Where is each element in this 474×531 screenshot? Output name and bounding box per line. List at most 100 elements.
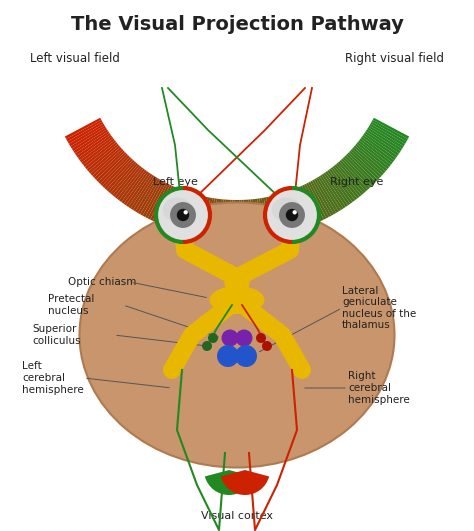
Polygon shape xyxy=(346,153,376,184)
Polygon shape xyxy=(356,142,389,169)
Polygon shape xyxy=(215,199,221,239)
Polygon shape xyxy=(201,198,210,237)
Polygon shape xyxy=(145,182,166,218)
Polygon shape xyxy=(155,186,174,223)
Polygon shape xyxy=(292,189,309,227)
Polygon shape xyxy=(136,177,158,213)
Polygon shape xyxy=(126,173,151,207)
Polygon shape xyxy=(92,149,123,178)
Polygon shape xyxy=(218,199,224,239)
Polygon shape xyxy=(281,193,295,232)
Polygon shape xyxy=(277,194,290,234)
Polygon shape xyxy=(250,199,256,239)
Polygon shape xyxy=(362,135,396,160)
Polygon shape xyxy=(87,144,119,172)
Polygon shape xyxy=(366,130,401,153)
Polygon shape xyxy=(228,200,233,240)
Polygon shape xyxy=(153,185,172,222)
Text: The Visual Projection Pathway: The Visual Projection Pathway xyxy=(71,15,403,34)
Polygon shape xyxy=(298,186,316,224)
Polygon shape xyxy=(361,136,394,162)
Polygon shape xyxy=(279,194,292,233)
Circle shape xyxy=(236,330,253,347)
Polygon shape xyxy=(294,189,311,226)
Polygon shape xyxy=(304,184,324,221)
Polygon shape xyxy=(268,196,279,236)
Polygon shape xyxy=(66,119,102,141)
Polygon shape xyxy=(150,184,170,221)
Polygon shape xyxy=(115,166,142,199)
Polygon shape xyxy=(171,191,186,229)
Polygon shape xyxy=(248,200,254,239)
Text: Left visual field: Left visual field xyxy=(30,52,120,65)
Wedge shape xyxy=(221,470,269,495)
Polygon shape xyxy=(76,133,111,158)
Polygon shape xyxy=(102,157,131,187)
Polygon shape xyxy=(112,164,140,197)
Polygon shape xyxy=(290,190,306,228)
Polygon shape xyxy=(163,189,180,226)
Circle shape xyxy=(170,202,196,228)
Polygon shape xyxy=(73,130,108,153)
Polygon shape xyxy=(319,175,343,210)
Polygon shape xyxy=(75,131,109,156)
Polygon shape xyxy=(67,122,103,144)
Polygon shape xyxy=(336,163,364,195)
Polygon shape xyxy=(85,142,118,169)
Polygon shape xyxy=(203,198,212,237)
Polygon shape xyxy=(283,192,298,231)
Polygon shape xyxy=(131,175,155,210)
Polygon shape xyxy=(347,152,378,182)
Polygon shape xyxy=(273,195,284,235)
Polygon shape xyxy=(71,125,106,149)
Polygon shape xyxy=(80,136,113,162)
Polygon shape xyxy=(300,186,319,223)
Polygon shape xyxy=(351,149,382,178)
Polygon shape xyxy=(220,200,226,239)
Wedge shape xyxy=(205,470,253,495)
Polygon shape xyxy=(168,190,184,228)
Polygon shape xyxy=(65,118,101,139)
Text: Right eye: Right eye xyxy=(330,177,383,187)
Polygon shape xyxy=(274,195,287,234)
Polygon shape xyxy=(133,176,156,211)
Polygon shape xyxy=(318,176,341,211)
Polygon shape xyxy=(192,196,204,235)
Circle shape xyxy=(156,188,210,242)
Polygon shape xyxy=(308,182,329,218)
Polygon shape xyxy=(327,170,353,204)
Text: Superior
colliculus: Superior colliculus xyxy=(32,324,81,346)
Polygon shape xyxy=(368,125,403,149)
Polygon shape xyxy=(323,173,348,207)
Polygon shape xyxy=(94,150,125,179)
Ellipse shape xyxy=(210,286,264,314)
Polygon shape xyxy=(96,152,127,182)
Circle shape xyxy=(292,210,297,215)
Polygon shape xyxy=(331,167,357,200)
Polygon shape xyxy=(344,155,374,186)
Polygon shape xyxy=(176,192,191,231)
Polygon shape xyxy=(352,147,383,176)
Polygon shape xyxy=(372,119,408,141)
Circle shape xyxy=(202,341,212,351)
Polygon shape xyxy=(285,192,301,230)
Polygon shape xyxy=(264,198,273,237)
Polygon shape xyxy=(302,185,321,222)
Polygon shape xyxy=(195,196,206,236)
Polygon shape xyxy=(355,144,387,172)
Polygon shape xyxy=(108,161,137,193)
Polygon shape xyxy=(100,155,130,186)
Polygon shape xyxy=(270,196,282,235)
Polygon shape xyxy=(312,179,334,216)
Polygon shape xyxy=(369,124,405,147)
Polygon shape xyxy=(241,200,246,240)
Polygon shape xyxy=(367,127,402,151)
Circle shape xyxy=(235,345,257,367)
Polygon shape xyxy=(349,150,380,179)
Polygon shape xyxy=(173,192,189,230)
Polygon shape xyxy=(83,140,116,167)
Polygon shape xyxy=(259,198,268,238)
Polygon shape xyxy=(332,166,359,199)
Text: Lateral
geniculate
nucleus of the
thalamus: Lateral geniculate nucleus of the thalam… xyxy=(342,286,416,330)
Polygon shape xyxy=(212,199,219,239)
